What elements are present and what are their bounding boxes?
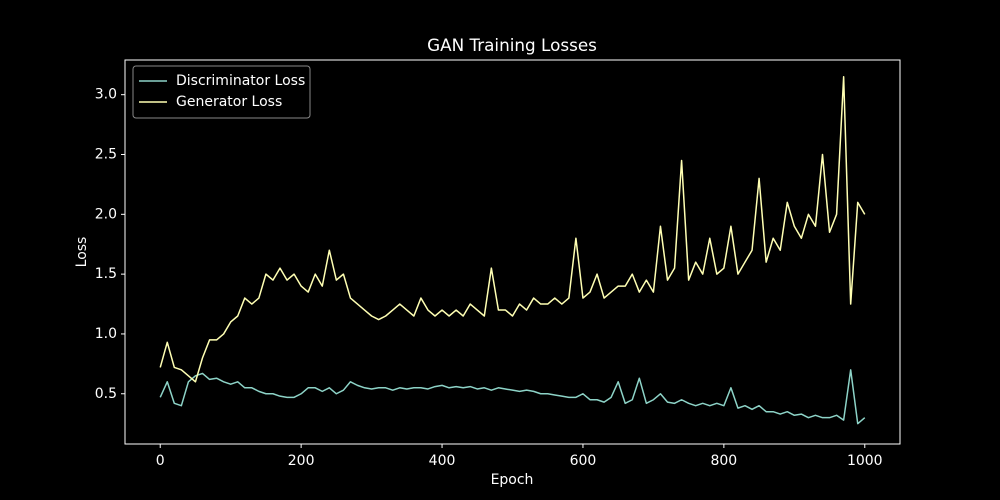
x-tick-label: 600 <box>570 453 597 469</box>
y-tick-label: 0.5 <box>95 386 117 402</box>
series-line <box>159 369 866 425</box>
y-axis-label: Loss <box>74 237 90 268</box>
y-tick-label: 3.0 <box>95 87 117 103</box>
x-tick-label: 1000 <box>847 453 883 469</box>
legend-box <box>132 65 311 119</box>
x-tick-label: 200 <box>288 453 315 469</box>
y-tick-label: 2.0 <box>95 206 117 222</box>
legend-label: Discriminator Loss <box>176 73 305 89</box>
y-tick-label: 1.0 <box>95 326 117 342</box>
legend-label: Generator Loss <box>176 94 282 110</box>
chart-title: GAN Training Losses <box>427 35 597 55</box>
x-axis-label: Epoch <box>491 472 534 488</box>
x-tick-label: 400 <box>429 453 456 469</box>
y-tick-label: 1.5 <box>95 266 117 282</box>
x-tick-label: 0 <box>156 453 165 469</box>
x-tick-label: 800 <box>710 453 737 469</box>
plot-frame <box>124 59 901 445</box>
y-tick-label: 2.5 <box>95 147 117 163</box>
series-line <box>159 76 866 383</box>
